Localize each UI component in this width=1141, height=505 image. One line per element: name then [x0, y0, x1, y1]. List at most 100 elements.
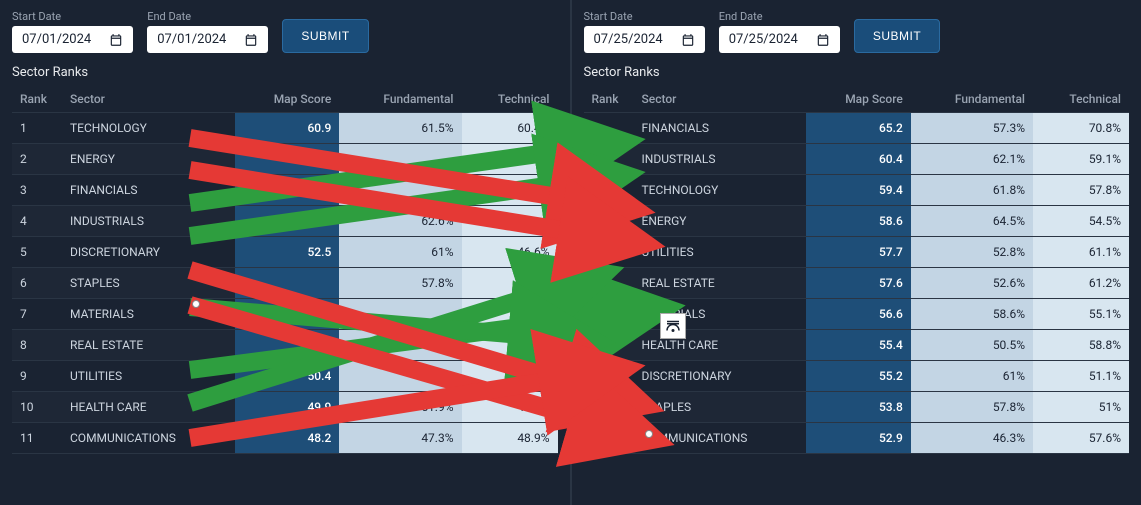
cell-map: 59.4: [806, 175, 910, 206]
end-date-field: End Date 07/01/2024: [147, 10, 268, 53]
left-panel: Start Date 07/01/2024 End Date 07/01/202…: [0, 0, 570, 505]
cell-rank: 11: [12, 423, 62, 454]
table-row[interactable]: 4INDUSTRIALS56.362.6%: [12, 206, 558, 237]
end-date-value: 07/25/2024: [729, 32, 798, 47]
cell-sector: DISCRETIONARY: [62, 237, 235, 268]
col-tech: Technical: [462, 86, 558, 113]
calendar-icon: [816, 33, 830, 47]
end-date-input[interactable]: 07/01/2024: [147, 26, 268, 53]
cell-rank: 5: [584, 237, 634, 268]
cell-sector: TECHNOLOGY: [634, 175, 807, 206]
col-sector: Sector: [62, 86, 235, 113]
table-row[interactable]: 9UTILITIES50.452.8%: [12, 361, 558, 392]
cell-rank: 1: [12, 113, 62, 144]
cell-fund: [339, 299, 461, 330]
start-date-input[interactable]: 07/25/2024: [584, 26, 705, 53]
table-row[interactable]: 10HEALTH CARE49.951.9%48.5%: [12, 392, 558, 423]
cell-tech: 55.1%: [1033, 299, 1129, 330]
cell-fund: 51.9%: [339, 392, 461, 423]
cell-rank: 3: [584, 175, 634, 206]
cell-tech: 56.4%: [462, 175, 558, 206]
table-row[interactable]: 6STAPLES57.8%: [12, 268, 558, 299]
col-sector: Sector: [634, 86, 807, 113]
col-rank: Rank: [584, 86, 634, 113]
table-row[interactable]: 3TECHNOLOGY59.461.8%57.8%: [584, 175, 1130, 206]
cell-rank: 7: [584, 299, 634, 330]
cell-sector: INDUSTRIALS: [62, 206, 235, 237]
col-tech: Technical: [1033, 86, 1129, 113]
table-row[interactable]: 7MATERIALS45.4%: [12, 299, 558, 330]
table-row[interactable]: 8REAL ESTATE: [12, 330, 558, 361]
cell-fund: 47.3%: [339, 423, 461, 454]
cell-sector: FINANCIALS: [62, 175, 235, 206]
cell-tech: 59.1%: [1033, 144, 1129, 175]
table-row[interactable]: 9DISCRETIONARY55.261%51.1%: [584, 361, 1130, 392]
cell-sector: DISCRETIONARY: [634, 361, 807, 392]
cell-sector: STAPLES: [634, 392, 807, 423]
cell-tech: [462, 361, 558, 392]
cell-sector: MATERIALS: [62, 299, 235, 330]
cell-fund: [339, 330, 461, 361]
table-row[interactable]: 10STAPLES53.857.8%51%: [584, 392, 1130, 423]
start-date-label: Start Date: [12, 10, 133, 23]
cell-fund: 62.6%: [339, 206, 461, 237]
start-date-value: 07/01/2024: [22, 32, 91, 47]
cell-rank: 10: [584, 392, 634, 423]
cell-fund: 52.8%: [339, 361, 461, 392]
submit-button[interactable]: SUBMIT: [282, 19, 368, 53]
cell-sector: COMMUNICATIONS: [62, 423, 235, 454]
table-title: Sector Ranks: [12, 65, 558, 80]
end-date-input[interactable]: 07/25/2024: [719, 26, 840, 53]
cell-map: [235, 299, 339, 330]
table-row[interactable]: 2ENERGY5752.3%: [12, 144, 558, 175]
right-panel: Start Date 07/25/2024 End Date 07/25/202…: [570, 0, 1141, 505]
table-row[interactable]: 11COMMUNICATIONS48.247.3%48.9%: [12, 423, 558, 454]
calendar-icon: [244, 33, 258, 47]
cell-fund: 64.5%: [911, 206, 1033, 237]
cell-map: 57.6: [806, 268, 910, 299]
cell-rank: 8: [584, 330, 634, 361]
start-date-input[interactable]: 07/01/2024: [12, 26, 133, 53]
cell-sector: UTILITIES: [634, 237, 807, 268]
cell-rank: 10: [12, 392, 62, 423]
calendar-icon: [681, 33, 695, 47]
calendar-icon: [109, 33, 123, 47]
table-row[interactable]: 5DISCRETIONARY52.561%46.6%: [12, 237, 558, 268]
cell-tech: 52.3%: [462, 144, 558, 175]
cell-map: 56.6: [806, 299, 910, 330]
start-date-field: Start Date 07/25/2024: [584, 10, 705, 53]
cell-sector: STAPLES: [62, 268, 235, 299]
date-row: Start Date 07/25/2024 End Date 07/25/202…: [584, 10, 1130, 53]
table-row[interactable]: 4ENERGY58.664.5%54.5%: [584, 206, 1130, 237]
cell-fund: 52.6%: [911, 268, 1033, 299]
table-row[interactable]: 2INDUSTRIALS60.462.1%59.1%: [584, 144, 1130, 175]
table-row[interactable]: 3FINANCIALS56.4%: [12, 175, 558, 206]
marker-dot: [192, 300, 200, 308]
col-rank: Rank: [12, 86, 62, 113]
cell-rank: 2: [584, 144, 634, 175]
cell-map: [235, 268, 339, 299]
cell-tech: [462, 268, 558, 299]
cell-rank: 9: [584, 361, 634, 392]
table-row[interactable]: 6REAL ESTATE57.652.6%61.2%: [584, 268, 1130, 299]
start-date-value: 07/25/2024: [594, 32, 663, 47]
cell-sector: COMMUNICATIONS: [634, 423, 807, 454]
cell-fund: [339, 175, 461, 206]
cell-tech: 57.6%: [1033, 423, 1129, 454]
cell-map: [235, 330, 339, 361]
table-row[interactable]: 11COMMUNICATIONS52.946.3%57.6%: [584, 423, 1130, 454]
cell-rank: 6: [12, 268, 62, 299]
cell-fund: 57.8%: [911, 392, 1033, 423]
cell-sector: REAL ESTATE: [634, 268, 807, 299]
submit-button[interactable]: SUBMIT: [854, 19, 940, 53]
cell-rank: 6: [584, 268, 634, 299]
cell-fund: 57.3%: [911, 113, 1033, 144]
cell-rank: 5: [12, 237, 62, 268]
cell-tech: 58.8%: [1033, 330, 1129, 361]
table-row[interactable]: 1TECHNOLOGY60.961.5%60.4%: [12, 113, 558, 144]
cell-map: 56.3: [235, 206, 339, 237]
col-map: Map Score: [235, 86, 339, 113]
marker-dot: [645, 430, 653, 438]
table-row[interactable]: 1FINANCIALS65.257.3%70.8%: [584, 113, 1130, 144]
table-row[interactable]: 5UTILITIES57.752.8%61.1%: [584, 237, 1130, 268]
